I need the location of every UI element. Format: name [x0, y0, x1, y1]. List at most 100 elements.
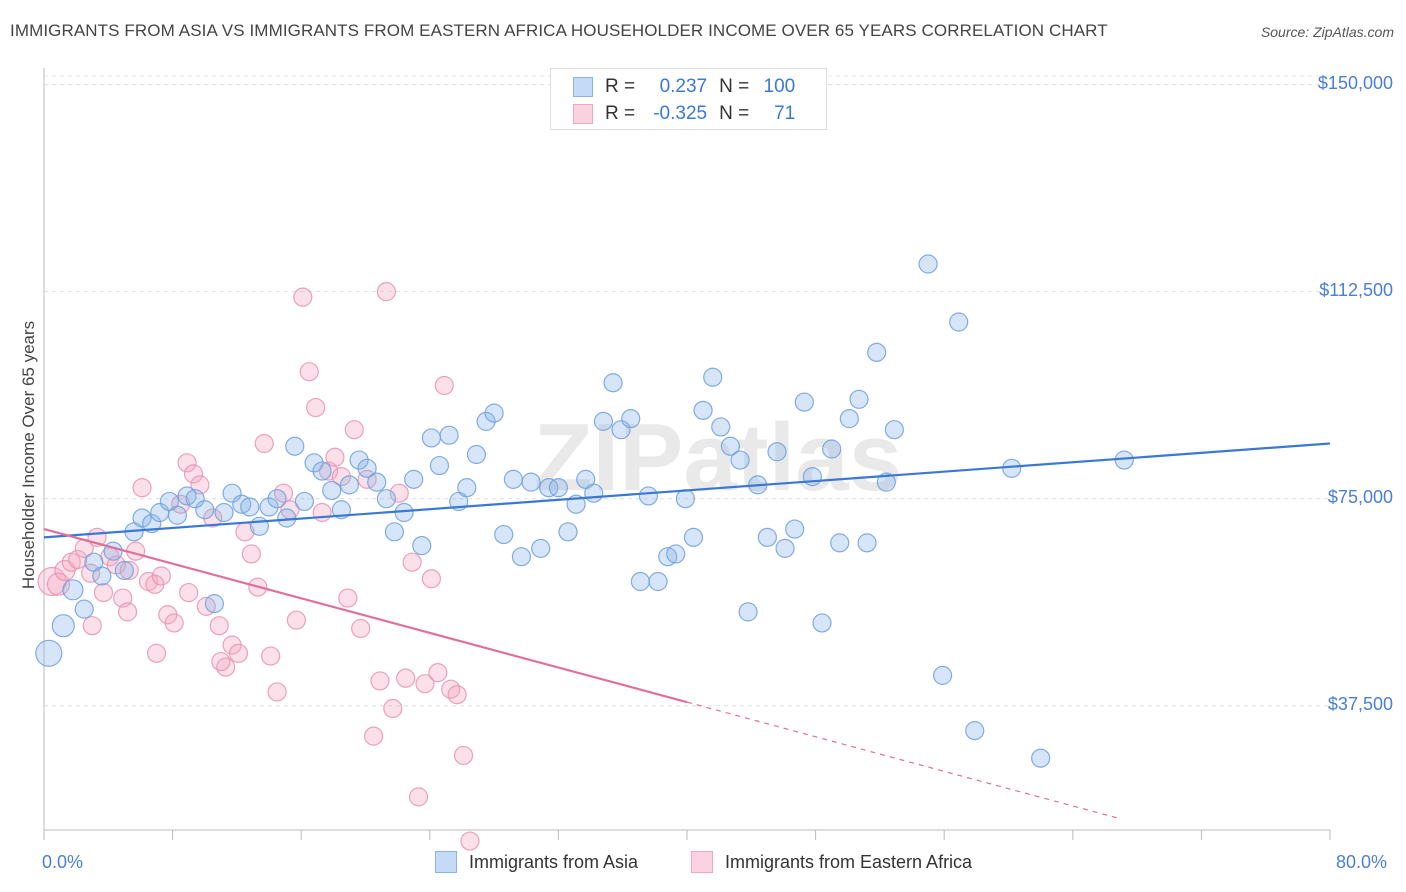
trend-lines — [43, 442, 1331, 820]
africa-point — [344, 420, 364, 440]
africa-point — [338, 588, 358, 608]
legend-n-label: N = — [719, 76, 750, 97]
bottom-legend-swatch-africa — [691, 851, 713, 873]
africa-point — [351, 618, 371, 639]
asia-point — [339, 475, 360, 495]
africa-point — [460, 831, 480, 851]
asia-point — [74, 599, 94, 619]
asia-point — [349, 450, 369, 470]
africa-point — [421, 569, 442, 589]
asia-point — [738, 602, 758, 622]
asia-point — [648, 571, 668, 592]
asia-point — [92, 566, 112, 586]
asia-point — [812, 613, 832, 633]
chart-source: Source: ZipAtlas.com — [1260, 24, 1394, 40]
asia-point — [494, 524, 514, 545]
legend-swatch-africa — [573, 104, 593, 124]
asia-point — [412, 536, 432, 556]
y-tick-label: $75,000 — [1327, 486, 1393, 507]
asia-point — [884, 420, 904, 440]
asia-point — [693, 400, 713, 420]
asia-point — [132, 508, 152, 528]
africa-point — [132, 478, 152, 498]
asia-point — [35, 639, 63, 667]
asia-point — [584, 483, 604, 503]
africa-trend-line-extension — [686, 701, 1122, 820]
africa-point — [241, 544, 261, 564]
asia-point — [767, 442, 787, 462]
africa-point — [46, 572, 71, 596]
africa-point — [81, 563, 101, 583]
africa-point — [434, 375, 454, 396]
asia-point — [621, 409, 641, 429]
africa-point — [82, 616, 102, 636]
asia-point — [521, 472, 541, 492]
asia-point — [638, 486, 659, 506]
africa-point — [93, 582, 114, 603]
asia-point — [830, 533, 850, 553]
africa-point — [383, 698, 403, 719]
asia-point — [421, 428, 442, 448]
asia-point — [918, 254, 938, 274]
asia-point — [357, 458, 377, 478]
africa-point — [211, 651, 231, 672]
asia-point — [384, 522, 405, 542]
asia-point — [539, 478, 559, 498]
asia-point — [775, 538, 795, 558]
asia-point — [457, 478, 477, 498]
asia-point — [849, 389, 869, 409]
y-tick-label: $37,500 — [1327, 693, 1393, 714]
legend-row-africa: R = -0.325 N = 71 — [551, 100, 795, 128]
asia-point — [503, 469, 523, 489]
asia-point — [466, 444, 487, 465]
africa-point — [254, 433, 274, 454]
y-tick-label: $150,000 — [1317, 72, 1393, 93]
legend-swatch-asia — [573, 77, 593, 97]
africa-point — [267, 682, 287, 702]
asia-point — [285, 436, 305, 456]
africa-point — [228, 643, 249, 663]
asia-point — [683, 527, 704, 547]
asia-point — [857, 533, 877, 553]
asia-point — [222, 483, 242, 503]
asia-point — [114, 560, 134, 581]
asia-point — [185, 489, 205, 509]
asia-point — [558, 522, 578, 542]
africa-point — [164, 613, 184, 633]
africa-point — [415, 674, 435, 694]
asia-point — [312, 461, 332, 481]
africa-point — [203, 508, 223, 528]
legend-r-label: R = — [605, 103, 636, 124]
africa-point — [402, 552, 422, 572]
africa-point — [117, 602, 138, 622]
asia-point — [876, 472, 896, 492]
asia-point — [376, 489, 396, 509]
y-tick-label: $112,500 — [1319, 279, 1393, 300]
asia-point — [630, 571, 650, 592]
africa-point — [428, 663, 448, 683]
africa-point — [146, 643, 167, 663]
asia-point — [703, 367, 723, 387]
asia-point — [204, 594, 224, 614]
asia-series — [35, 254, 1134, 768]
asia-point — [720, 436, 741, 456]
africa-point — [363, 726, 384, 746]
africa-point — [299, 362, 319, 382]
asia-point — [277, 508, 297, 528]
asia-point — [730, 450, 750, 470]
asia-point — [214, 502, 234, 523]
asia-point — [785, 519, 805, 539]
asia-point — [195, 500, 215, 520]
africa-trend-line — [43, 528, 688, 704]
asia-point — [932, 665, 953, 685]
asia-point — [167, 505, 188, 525]
bottom-legend-swatch-asia — [435, 851, 457, 873]
africa-point — [151, 566, 171, 586]
asia-point — [249, 516, 270, 536]
asia-point — [511, 547, 532, 567]
asia-point — [51, 614, 75, 638]
africa-point — [408, 787, 429, 807]
africa-point — [312, 502, 332, 523]
asia-point — [142, 513, 162, 534]
asia-point — [484, 403, 504, 423]
